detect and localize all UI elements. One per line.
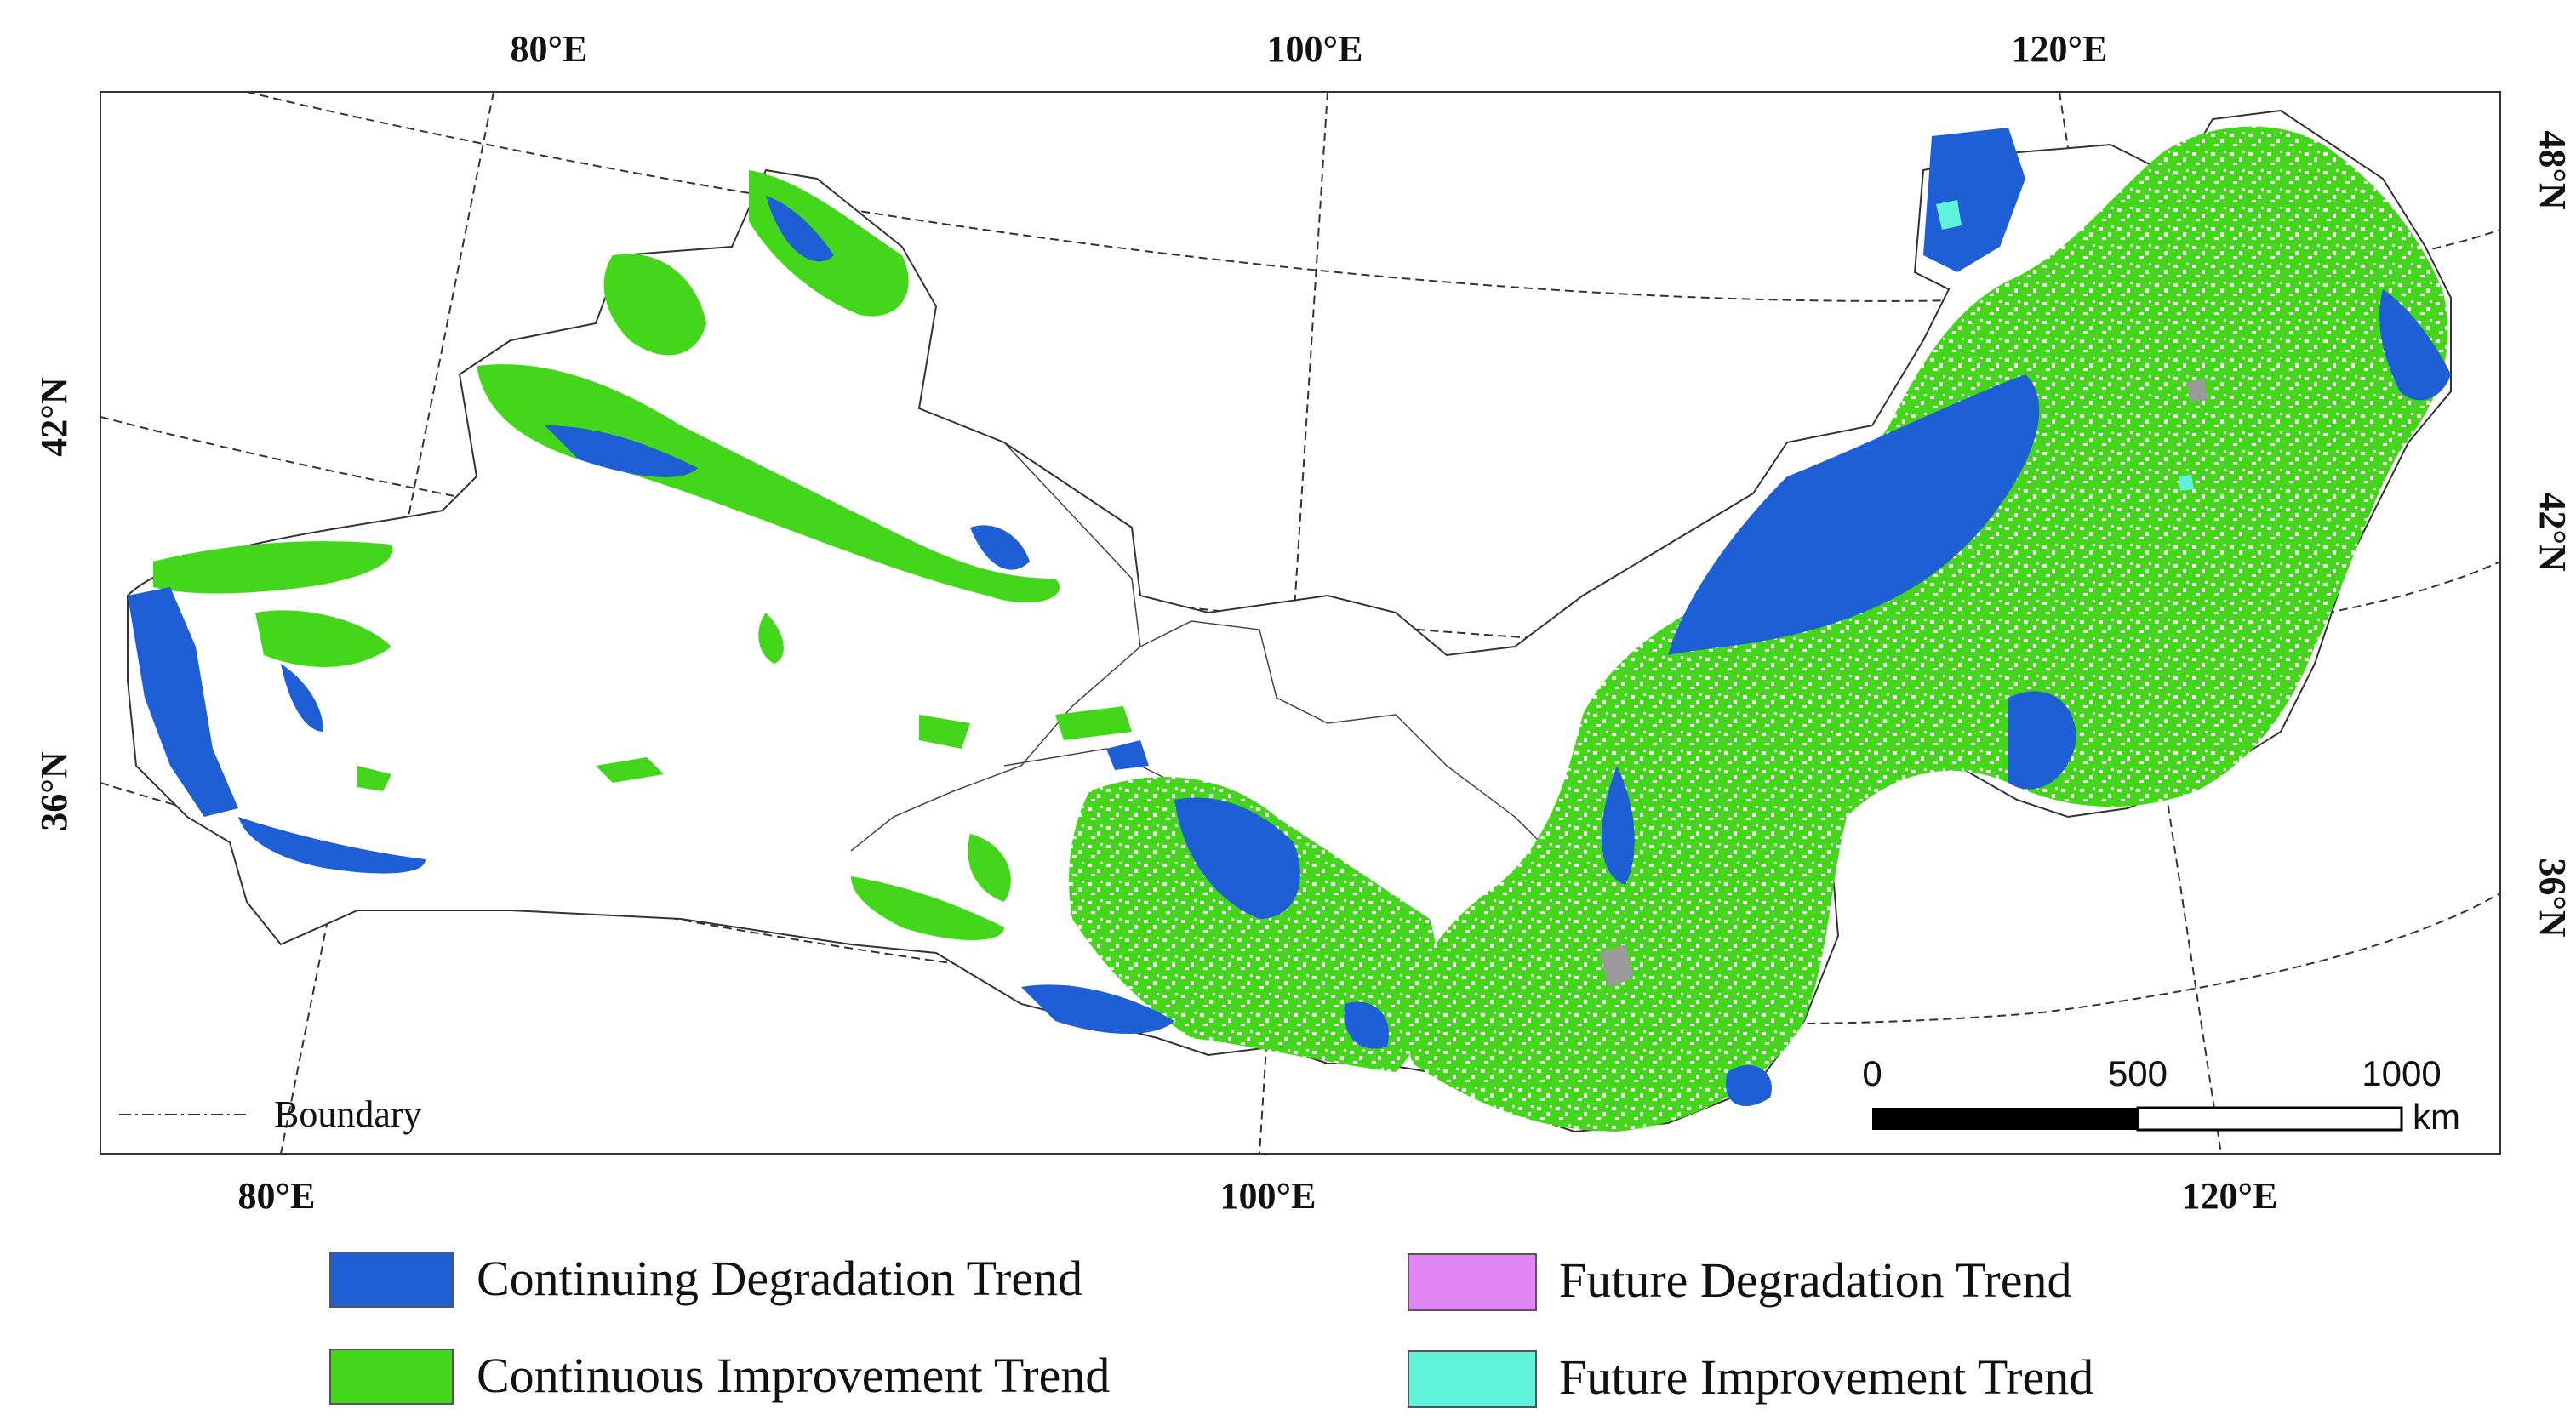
top-longitude-labels: 80°E 100°E 120°E [511, 28, 2108, 70]
legend-label-continuous-improvement: Continuous Improvement Trend [477, 1348, 1110, 1403]
scale-bar-white-segment [2136, 1106, 2403, 1132]
west-vegetation-patches [128, 170, 1060, 940]
right-label-42n: 42°N [2532, 492, 2573, 572]
scale-unit: km [2413, 1097, 2460, 1137]
legend-swatch-continuing-degradation [329, 1252, 454, 1308]
boundary-legend: Boundary [119, 1093, 422, 1135]
legend-label-future-degradation: Future Degradation Trend [1559, 1252, 2072, 1308]
scale-bar-black-segment [1872, 1108, 2138, 1130]
east-vegetation-band [1406, 126, 2451, 1132]
right-latitude-labels: 48°N 42°N 36°N [2532, 130, 2573, 938]
right-label-36n: 36°N [2532, 858, 2573, 938]
top-label-120e: 120°E [2012, 28, 2108, 70]
scale-tick-500: 500 [2108, 1053, 2168, 1093]
legend-swatch-future-degradation [1408, 1253, 1537, 1311]
left-latitude-labels: 42°N 36°N [33, 377, 75, 831]
scale-tick-1000: 1000 [2362, 1053, 2441, 1093]
central-vegetation-belt [1021, 706, 1437, 1072]
legend-swatch-future-improvement [1408, 1350, 1537, 1408]
bottom-label-80e: 80°E [238, 1175, 316, 1217]
legend-label-continuing-degradation: Continuing Degradation Trend [477, 1251, 1082, 1306]
bottom-label-120e: 120°E [2182, 1175, 2278, 1217]
legend-label-future-improvement: Future Improvement Trend [1559, 1349, 2093, 1405]
legend-swatch-continuous-improvement [329, 1349, 454, 1405]
left-label-42n: 42°N [33, 377, 75, 457]
top-label-100e: 100°E [1267, 28, 1363, 70]
trend-legend: Continuing Degradation Trend Continuous … [329, 1251, 2093, 1408]
scale-tick-0: 0 [1862, 1053, 1882, 1093]
bottom-longitude-labels: 80°E 100°E 120°E [238, 1175, 2278, 1217]
boundary-legend-label: Boundary [274, 1093, 422, 1135]
top-label-80e: 80°E [511, 28, 588, 70]
right-label-48n: 48°N [2532, 130, 2573, 210]
bottom-label-100e: 100°E [1220, 1175, 1317, 1217]
left-label-36n: 36°N [33, 751, 75, 831]
scale-bar: 0 500 1000 km [1862, 1053, 2460, 1137]
